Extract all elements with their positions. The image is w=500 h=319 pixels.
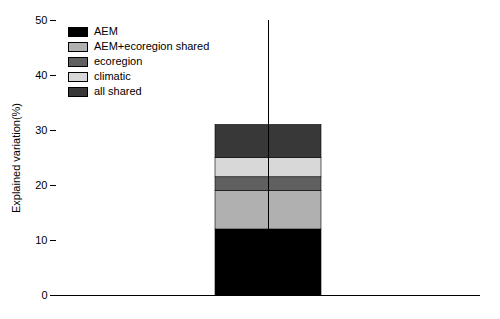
svg-text:50: 50	[35, 14, 47, 26]
svg-text:30: 30	[35, 124, 47, 136]
svg-text:Explained variation(%): Explained variation(%)	[10, 103, 22, 213]
html-text:ecoregion: ecoregion	[94, 55, 143, 67]
svg-text:0: 0	[41, 289, 47, 301]
html-text:AEM+ecoregion shared: AEM+ecoregion shared	[94, 40, 210, 52]
svg-text:10: 10	[35, 234, 47, 246]
svg-text:40: 40	[35, 69, 47, 81]
html-text:climatic: climatic	[94, 70, 131, 82]
html-text:AEM: AEM	[94, 25, 118, 37]
html-text:all shared: all shared	[94, 85, 142, 97]
svg-text:20: 20	[35, 179, 47, 191]
